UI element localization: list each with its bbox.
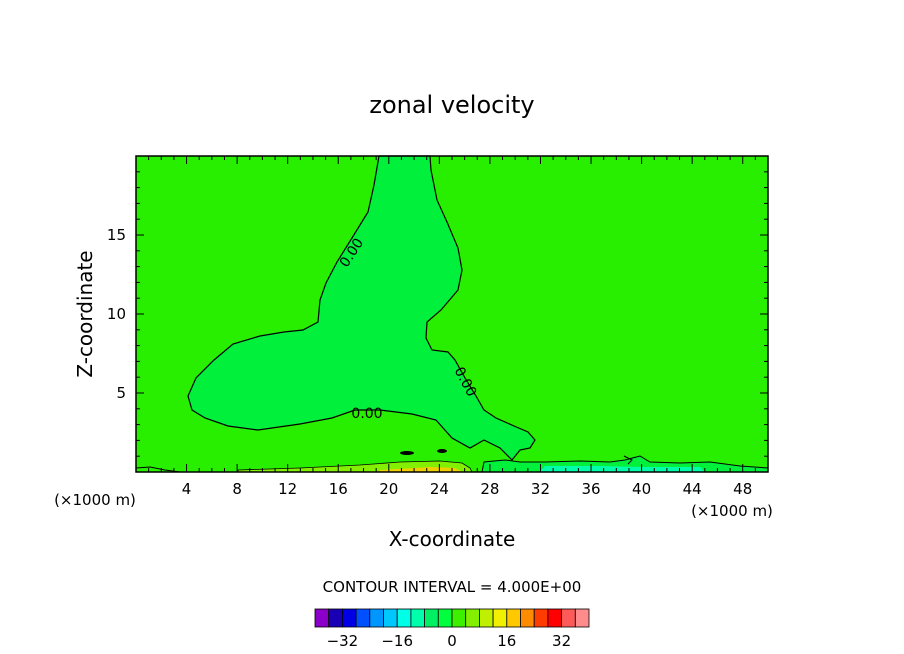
colorbar-swatch <box>561 608 576 628</box>
colorbar-swatch <box>396 608 412 628</box>
y-tick-label: 5 <box>116 384 126 402</box>
y-tick-label: 15 <box>107 226 126 244</box>
colorbar-swatch <box>314 608 330 628</box>
x-tick-label: 24 <box>430 480 449 498</box>
x-tick-label: 16 <box>329 480 348 498</box>
colorbar-swatch <box>410 608 425 628</box>
colorbar-swatch <box>465 608 480 628</box>
colorbar-swatch <box>369 608 384 628</box>
x-tick-label: 28 <box>480 480 499 498</box>
small-closed-contour <box>437 449 447 453</box>
chart-title: zonal velocity <box>369 91 534 119</box>
contour-interval-label: CONTOUR INTERVAL = 4.000E+00 <box>323 578 582 596</box>
y-axis-label: Z-coordinate <box>73 250 97 377</box>
colorbar-swatch <box>383 608 398 628</box>
colorbar-tick-label: 0 <box>447 632 457 650</box>
colorbar-swatch <box>574 608 590 628</box>
colorbar-tick-label: 32 <box>552 632 571 650</box>
colorbar: −32 −16 0 16 32 <box>314 608 590 650</box>
x-tick-label: 32 <box>531 480 550 498</box>
colorbar-swatch <box>478 608 494 628</box>
near-surface-cyan-band <box>540 466 705 472</box>
x-unit-right: (×1000 m) <box>691 502 773 520</box>
colorbar-swatch <box>492 608 508 628</box>
x-tick-label: 44 <box>683 480 702 498</box>
colorbar-swatch <box>437 608 453 628</box>
x-tick-label: 36 <box>581 480 600 498</box>
x-tick-label: 40 <box>632 480 651 498</box>
plot-area: 0.000.000.00 <box>135 155 769 473</box>
surface-jet-core <box>380 467 462 472</box>
x-tick-label: 20 <box>379 480 398 498</box>
x-tick-label: 4 <box>182 480 192 498</box>
colorbar-swatch <box>547 608 563 628</box>
small-closed-contour <box>623 455 633 465</box>
colorbar-swatch <box>424 608 439 628</box>
x-unit-left: (×1000 m) <box>54 491 136 509</box>
colorbar-swatch <box>341 608 357 628</box>
x-tick-label: 8 <box>232 480 242 498</box>
colorbar-swatch <box>533 608 549 628</box>
colorbar-tick-label: −32 <box>327 632 359 650</box>
colorbar-swatch <box>506 608 521 628</box>
zero-contour-left-surface <box>135 466 181 473</box>
colorbar-tick-label: −16 <box>381 632 413 650</box>
colorbar-swatch <box>328 608 343 628</box>
colorbar-swatch <box>520 608 535 628</box>
x-tick-label: 48 <box>733 480 752 498</box>
colorbar-swatch <box>355 608 371 628</box>
y-tick-label: 10 <box>107 305 126 323</box>
colorbar-swatch <box>451 608 467 628</box>
contour-label: 0.00 <box>351 406 382 422</box>
small-closed-contour <box>400 451 414 455</box>
colorbar-tick-label: 16 <box>497 632 516 650</box>
x-axis-label: X-coordinate <box>389 527 516 551</box>
x-tick-label: 12 <box>278 480 297 498</box>
zero-velocity-region <box>187 155 536 461</box>
